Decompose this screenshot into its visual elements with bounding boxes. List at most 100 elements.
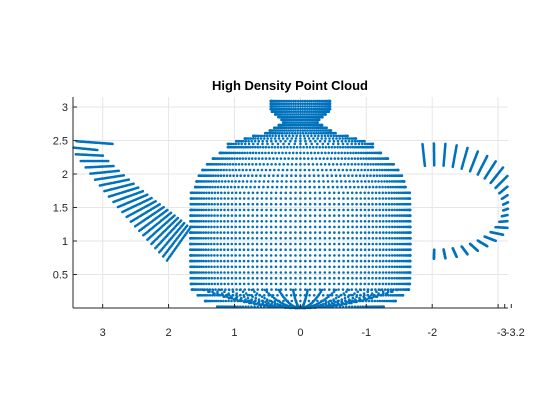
data-point <box>374 197 378 200</box>
data-point <box>242 197 246 200</box>
data-point <box>238 242 242 246</box>
data-point <box>274 259 278 263</box>
data-point <box>292 105 295 108</box>
data-point <box>197 242 201 246</box>
data-point <box>400 242 403 246</box>
data-point <box>313 129 316 132</box>
data-point <box>234 265 238 269</box>
data-point <box>290 168 293 172</box>
data-point <box>213 220 216 223</box>
data-point <box>204 185 207 189</box>
data-point <box>251 197 255 200</box>
data-point <box>306 113 310 116</box>
data-point <box>244 139 248 143</box>
data-point <box>250 157 254 160</box>
data-point <box>355 145 359 149</box>
data-point <box>249 145 252 149</box>
data-point <box>342 265 345 269</box>
data-point <box>234 142 238 146</box>
data-point <box>299 107 302 111</box>
data-point <box>346 265 350 269</box>
data-point <box>216 237 219 240</box>
data-point <box>275 157 279 160</box>
data-point <box>269 265 273 269</box>
data-point <box>367 197 371 200</box>
data-point <box>199 237 203 240</box>
data-point <box>326 180 330 183</box>
data-point <box>318 242 322 246</box>
data-point <box>260 259 264 263</box>
data-point <box>294 191 297 195</box>
data-point <box>98 184 102 187</box>
data-point <box>347 174 350 177</box>
data-point <box>316 168 320 172</box>
data-point <box>253 139 257 143</box>
data-point <box>196 231 199 234</box>
data-point <box>409 214 412 217</box>
data-point <box>244 145 248 149</box>
data-point <box>246 145 250 149</box>
data-point <box>391 290 394 294</box>
data-point <box>393 254 397 257</box>
data-point <box>363 142 367 146</box>
data-point <box>277 168 280 172</box>
data-point <box>256 137 260 140</box>
data-point <box>333 259 336 263</box>
data-point <box>289 254 292 257</box>
data-point <box>254 163 258 166</box>
data-point <box>288 110 291 113</box>
data-point <box>212 180 215 183</box>
data-point <box>297 126 300 130</box>
data-point <box>363 254 367 257</box>
data-point <box>234 282 238 286</box>
data-point <box>303 180 307 183</box>
data-point <box>274 248 278 251</box>
data-point <box>230 180 234 183</box>
data-point <box>313 271 317 274</box>
data-point <box>346 197 350 200</box>
data-point <box>254 157 257 160</box>
data-point <box>219 174 223 177</box>
data-point <box>230 265 234 269</box>
data-point <box>318 191 322 195</box>
data-point <box>269 214 273 217</box>
data-point <box>324 145 328 149</box>
data-point <box>274 139 278 143</box>
data-point <box>390 276 394 280</box>
data-point <box>204 214 208 217</box>
data-point <box>308 259 312 263</box>
data-point <box>197 288 201 291</box>
data-point <box>346 242 350 246</box>
data-point <box>226 276 230 280</box>
data-point <box>306 102 309 105</box>
data-point <box>399 282 403 286</box>
data-point <box>198 197 201 200</box>
data-point <box>310 142 314 146</box>
data-point <box>251 231 254 234</box>
data-point <box>337 197 341 200</box>
data-point <box>304 214 307 217</box>
data-point <box>289 99 293 103</box>
data-point <box>255 259 259 263</box>
data-point <box>303 102 307 105</box>
data-point <box>359 197 363 200</box>
data-point <box>249 137 253 140</box>
data-point <box>303 163 306 166</box>
data-point <box>346 202 350 206</box>
data-point <box>214 288 217 291</box>
data-point <box>389 294 393 297</box>
data-point <box>307 137 311 140</box>
data-point <box>304 142 308 146</box>
data-point <box>393 259 397 263</box>
data-point <box>222 174 226 177</box>
data-point <box>257 139 261 143</box>
data-point <box>226 271 230 274</box>
data-point <box>294 99 298 103</box>
data-point <box>242 242 246 246</box>
data-point <box>276 299 280 303</box>
data-point <box>216 265 219 269</box>
data-point <box>380 168 384 172</box>
data-point <box>284 208 287 212</box>
data-point <box>219 197 223 200</box>
data-point <box>385 225 388 229</box>
